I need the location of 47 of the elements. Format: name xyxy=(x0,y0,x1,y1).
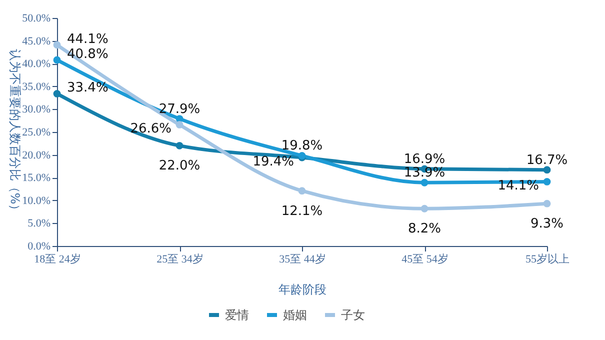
x-tick-label: 35至 44岁 xyxy=(279,254,326,266)
y-tick-label: 5.0% xyxy=(28,218,50,230)
x-axis-title: 年龄阶段 xyxy=(278,282,326,296)
x-tick-label: 55岁以上 xyxy=(526,252,570,266)
data-label: 13.9% xyxy=(404,166,446,181)
point xyxy=(53,56,61,64)
point xyxy=(176,142,184,150)
data-label: 16.7% xyxy=(526,152,568,168)
y-tick-label: 30.0% xyxy=(22,104,50,116)
data-label: 26.6% xyxy=(130,122,172,137)
y-tick-label: 0.0% xyxy=(28,240,50,252)
data-label: 14.1% xyxy=(498,178,539,194)
legend-label: 爱情 xyxy=(225,308,249,322)
data-label: 12.1% xyxy=(281,204,323,219)
x-tick-label: 18至 24岁 xyxy=(34,254,81,266)
data-label: 8.2% xyxy=(408,222,442,237)
point xyxy=(53,90,61,98)
point xyxy=(298,187,306,195)
data-label: 40.8% xyxy=(67,46,108,62)
point xyxy=(543,200,551,208)
data-label: 19.4% xyxy=(252,154,294,170)
point xyxy=(543,166,551,174)
data-label: 33.4% xyxy=(67,80,108,96)
point xyxy=(420,204,428,212)
y-tick-label: 15.0% xyxy=(22,172,50,184)
y-tick-label: 10.0% xyxy=(22,194,50,207)
data-label: 27.9% xyxy=(158,102,200,117)
legend-label: 婚姻 xyxy=(283,308,307,322)
data-label: 19.8% xyxy=(281,138,323,154)
y-tick-label: 20.0% xyxy=(22,149,50,162)
point xyxy=(543,178,551,186)
x-tick-label: 45至 54岁 xyxy=(402,254,448,266)
x-tick-label: 25至 34岁 xyxy=(156,254,204,266)
y-tick-label: 50.0% xyxy=(22,12,50,24)
data-label: 16.9% xyxy=(404,152,446,167)
data-label: 22.0% xyxy=(158,158,200,174)
legend-label: 子女 xyxy=(341,308,365,322)
data-label: 9.3% xyxy=(530,216,564,232)
point xyxy=(420,178,428,186)
point xyxy=(176,121,184,128)
y-tick-label: 45.0% xyxy=(22,35,50,48)
y-tick-label: 35.0% xyxy=(22,80,50,93)
data-label: 44.1% xyxy=(67,32,108,47)
y-tick-label: 25.0% xyxy=(22,126,50,138)
y-tick-label: 40.0% xyxy=(22,58,50,70)
point xyxy=(53,41,61,49)
y-axis-title: 认为不重要的人数百分比（%） xyxy=(8,48,22,216)
